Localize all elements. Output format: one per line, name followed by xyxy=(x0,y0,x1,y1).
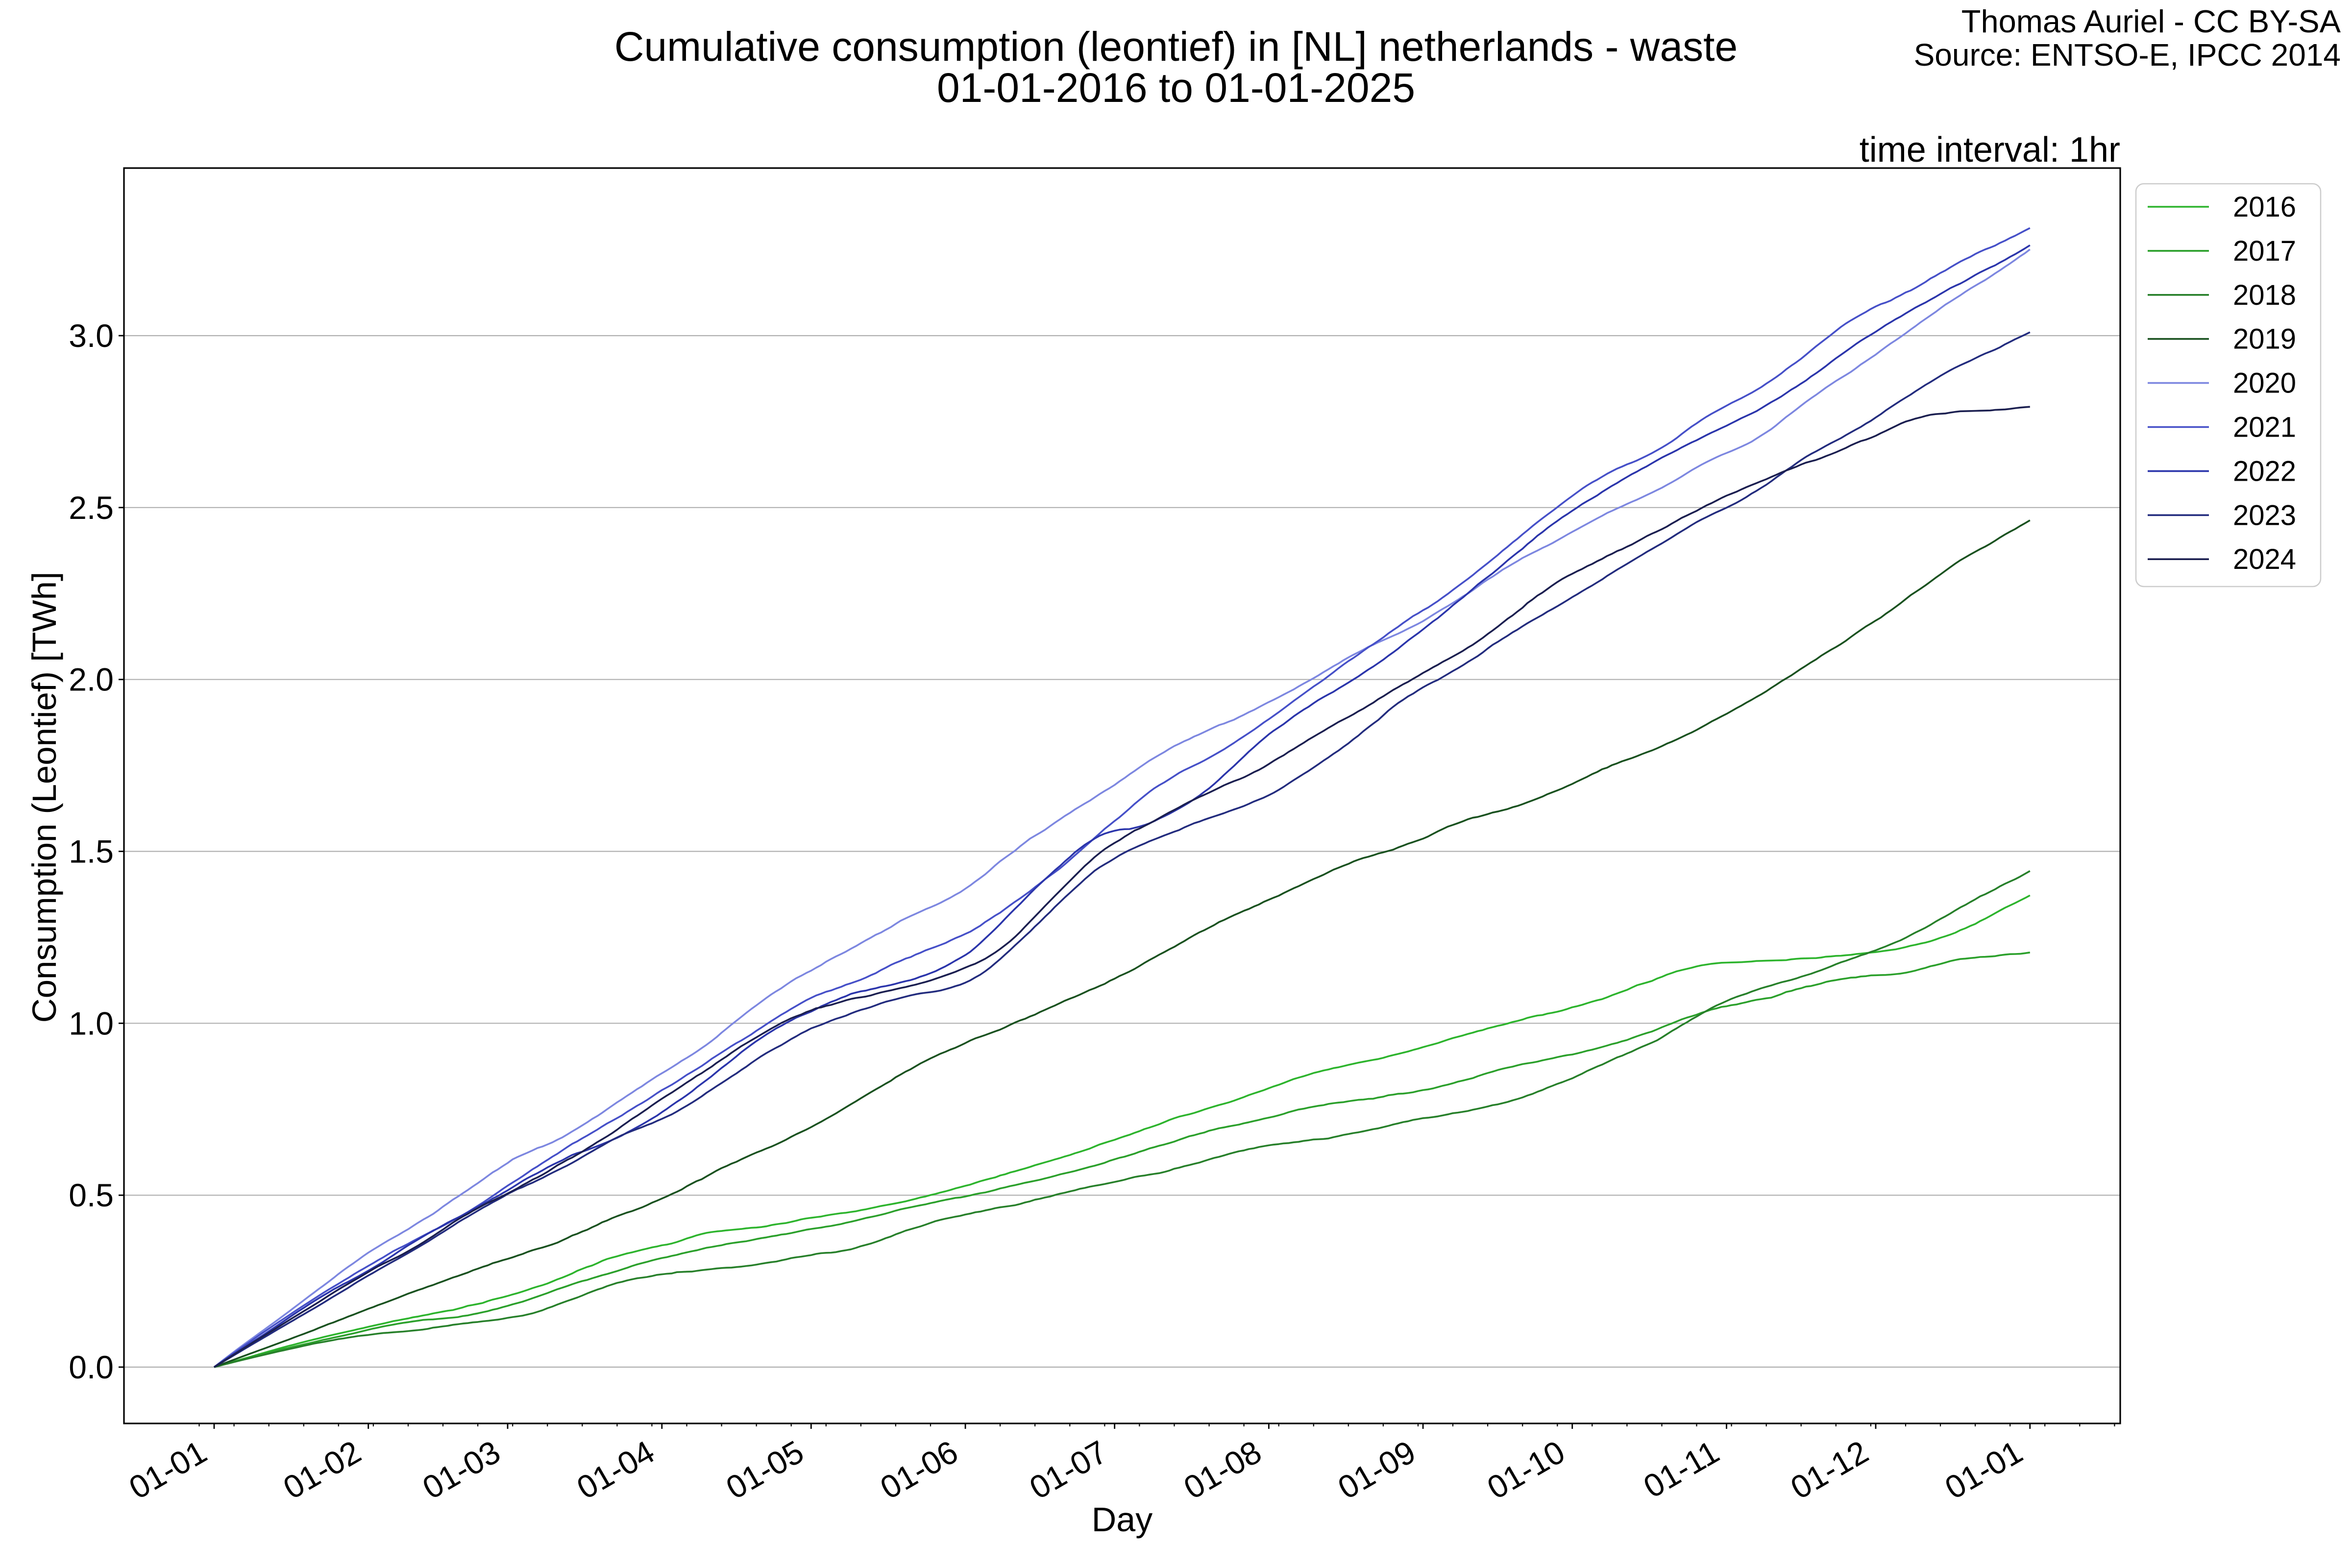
svg-text:Source: ENTSO-E, IPCC 2014: Source: ENTSO-E, IPCC 2014 xyxy=(1914,37,2341,73)
svg-text:2016: 2016 xyxy=(2233,191,2296,223)
svg-text:2024: 2024 xyxy=(2233,543,2296,575)
svg-text:0.0: 0.0 xyxy=(69,1349,114,1385)
svg-text:Day: Day xyxy=(1092,1500,1152,1539)
svg-text:2018: 2018 xyxy=(2233,279,2296,311)
svg-text:2022: 2022 xyxy=(2233,455,2296,487)
svg-text:Thomas Auriel - CC BY-SA: Thomas Auriel - CC BY-SA xyxy=(1961,3,2341,39)
svg-text:0.5: 0.5 xyxy=(69,1177,114,1213)
svg-text:2021: 2021 xyxy=(2233,412,2296,443)
svg-text:time interval: 1hr: time interval: 1hr xyxy=(1860,130,2120,170)
svg-text:Consumption (Leontief) [TWh]: Consumption (Leontief) [TWh] xyxy=(25,572,63,1023)
svg-text:2019: 2019 xyxy=(2233,323,2296,355)
svg-text:2020: 2020 xyxy=(2233,368,2296,399)
svg-text:01-01-2016 to 01-01-2025: 01-01-2016 to 01-01-2025 xyxy=(937,65,1415,111)
svg-text:2.5: 2.5 xyxy=(69,490,114,526)
svg-text:3.0: 3.0 xyxy=(69,318,114,354)
svg-text:1.5: 1.5 xyxy=(69,833,114,870)
svg-text:2017: 2017 xyxy=(2233,235,2296,267)
svg-text:1.0: 1.0 xyxy=(69,1005,114,1041)
svg-text:2023: 2023 xyxy=(2233,499,2296,531)
svg-text:2.0: 2.0 xyxy=(69,662,114,698)
svg-text:Cumulative consumption (leonti: Cumulative consumption (leontief) in [NL… xyxy=(614,24,1738,70)
